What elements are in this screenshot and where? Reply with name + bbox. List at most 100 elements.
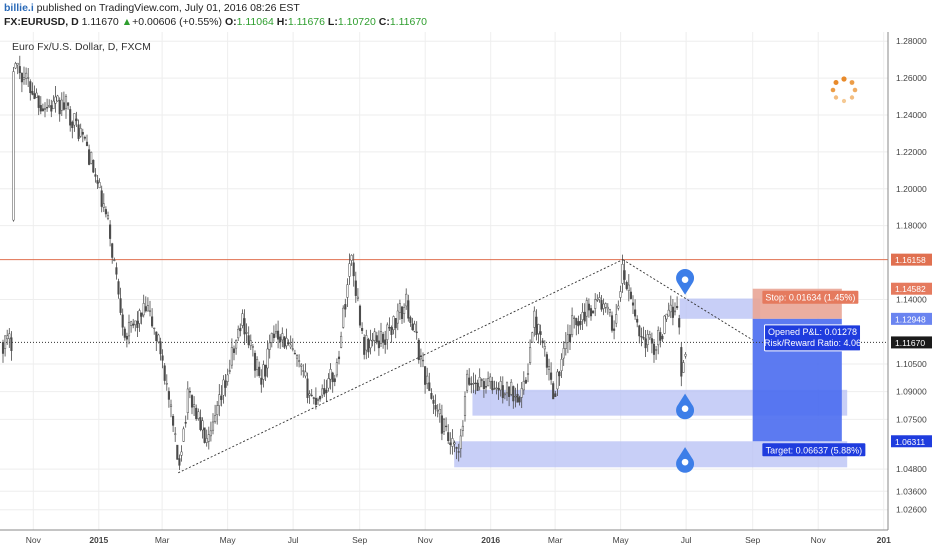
candle-body	[111, 243, 114, 258]
candle-body	[518, 397, 521, 403]
candle-body	[136, 320, 139, 328]
candle-body	[174, 433, 177, 435]
candle-body	[400, 306, 404, 319]
y-tick-label: 1.02600	[896, 505, 927, 515]
candle-body	[428, 382, 431, 391]
map-pin-icon[interactable]	[676, 393, 695, 420]
y-tick-label: 1.14000	[896, 294, 927, 304]
zones	[454, 288, 848, 468]
candle-body	[132, 323, 135, 326]
candle-body	[180, 451, 183, 456]
candle-body	[222, 379, 225, 396]
candle-body	[64, 96, 68, 109]
markers[interactable]	[676, 269, 695, 473]
candle-body	[390, 327, 393, 335]
candle-body	[407, 300, 410, 319]
candle-body	[650, 338, 653, 344]
candle-body	[482, 381, 485, 390]
candle-body	[543, 346, 546, 350]
candle-body	[358, 305, 362, 326]
candle-body	[256, 359, 259, 370]
candle-body	[104, 209, 107, 215]
candle-body	[106, 215, 110, 219]
position-tool[interactable]: Stop: 0.01634 (1.45%) Opened P&L: 0.01278…	[762, 290, 866, 457]
info-label-line: Risk/Reward Ratio: 4.06	[764, 338, 861, 348]
candle-body	[365, 335, 368, 351]
trendline[interactable]	[622, 259, 753, 341]
candle-body	[247, 335, 250, 346]
candle-body	[201, 420, 204, 431]
candle-body	[608, 309, 611, 313]
candle-body	[186, 388, 189, 413]
publish-text: published on TradingView.com, July 01, 2…	[33, 2, 300, 14]
candle-body	[39, 105, 42, 112]
candle-body	[348, 263, 351, 277]
candle-body	[508, 386, 511, 397]
trendline[interactable]	[178, 259, 623, 474]
candle-body	[321, 388, 324, 396]
y-tick-label: 1.18000	[896, 221, 927, 231]
candle-body	[619, 291, 622, 298]
candle-body	[22, 77, 26, 80]
candle-body	[140, 312, 143, 317]
map-pin-icon[interactable]	[676, 269, 695, 295]
candle-body	[438, 409, 441, 415]
candle-body	[138, 310, 141, 324]
candle-body	[342, 307, 345, 328]
candle-body	[474, 382, 477, 384]
candle-body	[167, 391, 170, 400]
candle-body	[451, 438, 454, 447]
candle-body	[163, 365, 166, 381]
y-tick-label: 1.10500	[896, 359, 927, 369]
candle-body	[169, 404, 173, 407]
candle-body	[384, 339, 387, 345]
candle-body	[592, 310, 595, 314]
low-label: L:	[327, 16, 338, 28]
candle-body	[151, 316, 154, 327]
candle-body	[337, 356, 341, 360]
x-tick-label: Jul	[288, 535, 299, 545]
candle-body	[203, 427, 206, 443]
candle-body	[463, 396, 467, 416]
candle-body	[432, 399, 435, 404]
candle-body	[367, 338, 370, 353]
author-link[interactable]: billie.i	[4, 2, 34, 14]
x-tick-label: Nov	[26, 535, 42, 545]
target-label-bg	[762, 443, 866, 457]
candle-body	[184, 422, 187, 424]
map-pin-icon[interactable]	[676, 447, 695, 473]
candle-body	[298, 360, 301, 362]
candle-body	[392, 316, 395, 331]
candle-body	[369, 340, 372, 349]
candle-body	[308, 393, 311, 396]
candle-body	[621, 264, 624, 284]
y-tick-label: 1.22000	[896, 147, 927, 157]
candle-body	[33, 93, 36, 99]
candle-body	[421, 359, 425, 362]
candle-body	[587, 303, 590, 311]
x-tick-label: May	[220, 535, 237, 545]
candle-body	[264, 364, 267, 377]
candle-body	[424, 366, 427, 385]
candle-body	[566, 334, 569, 343]
candle-body	[27, 77, 30, 79]
y-tick-label: 1.07500	[896, 414, 927, 424]
close-value: 1.11670	[389, 16, 428, 28]
candle-body	[661, 335, 664, 340]
candle-body	[293, 352, 296, 355]
price-label-161-bg	[891, 253, 932, 266]
candle-body	[272, 333, 275, 339]
high-value: 1.11676	[287, 16, 325, 28]
trendlines[interactable]	[178, 259, 753, 474]
candle-body	[216, 405, 219, 415]
candle-body	[373, 331, 376, 341]
candle-body	[319, 396, 322, 400]
candle-body	[453, 442, 456, 445]
candle-body	[484, 386, 488, 388]
candle-body	[25, 72, 28, 79]
candle-body	[224, 380, 227, 388]
candle-body	[56, 95, 59, 102]
zone-resistance	[679, 298, 761, 319]
candle-body	[228, 370, 231, 372]
